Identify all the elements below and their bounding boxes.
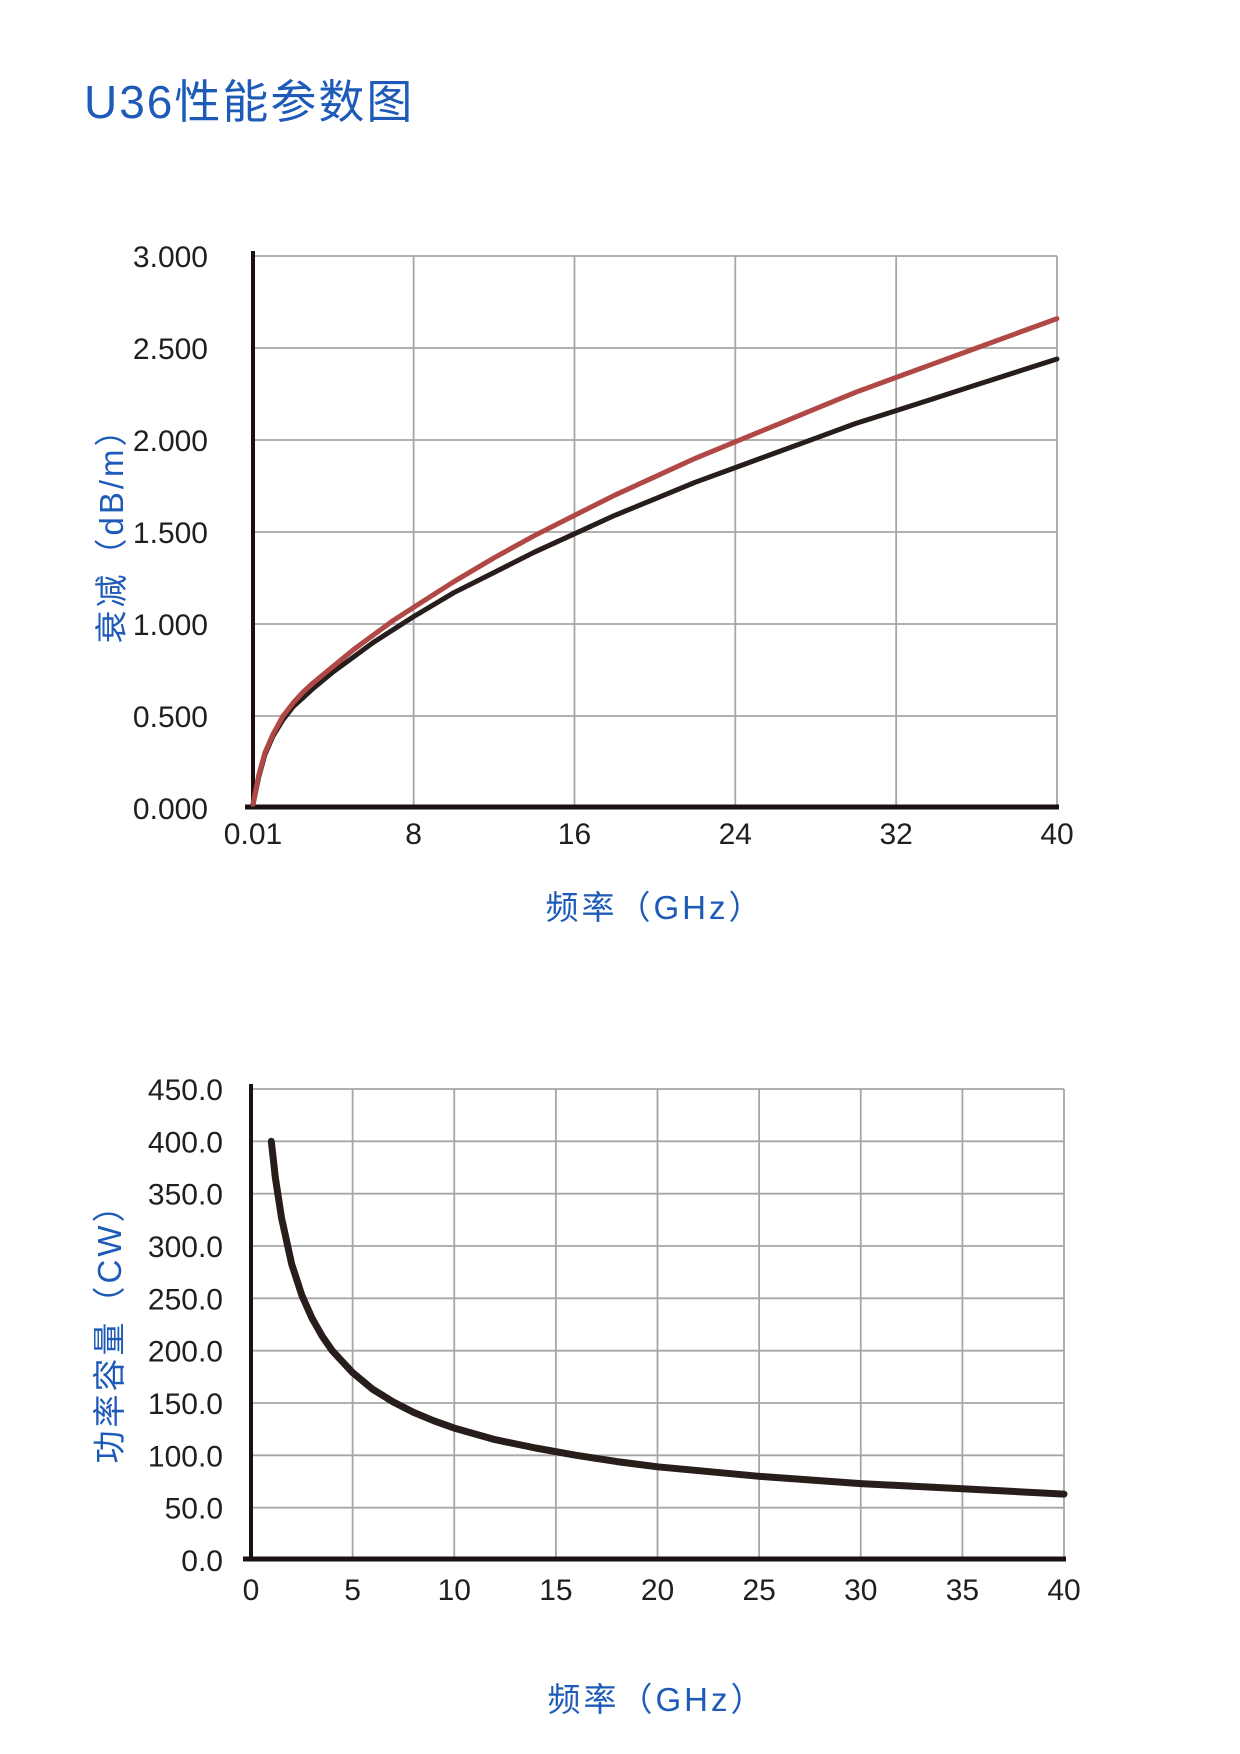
svg-text:35: 35 — [946, 1574, 979, 1607]
svg-text:20: 20 — [641, 1574, 674, 1607]
attenuation-chart-axes — [245, 251, 1059, 810]
svg-text:2.000: 2.000 — [133, 425, 208, 458]
page-title: U36性能参数图 — [84, 76, 415, 128]
svg-text:16: 16 — [558, 818, 591, 851]
attenuation-x-axis-title: 频率（GHz） — [545, 889, 765, 926]
svg-text:24: 24 — [719, 818, 752, 851]
svg-text:450.0: 450.0 — [148, 1074, 223, 1107]
power-capacity-chart-tick-labels: 0.050.0100.0150.0200.0250.0300.0350.0400… — [148, 1074, 1081, 1607]
attenuation-chart-gridlines — [253, 255, 1058, 808]
svg-text:32: 32 — [879, 818, 912, 851]
svg-text:10: 10 — [438, 1574, 471, 1607]
svg-text:30: 30 — [844, 1574, 877, 1607]
svg-text:50.0: 50.0 — [165, 1493, 223, 1526]
svg-text:100.0: 100.0 — [148, 1440, 223, 1473]
svg-text:0.000: 0.000 — [133, 793, 208, 826]
svg-text:1.500: 1.500 — [133, 517, 208, 550]
attenuation-chart: 0.000 0.500 1.000 1.500 2.000 2.500 3.000 0.01 8… — [133, 241, 1074, 851]
svg-text:40: 40 — [1040, 818, 1073, 851]
svg-text:250.0: 250.0 — [148, 1283, 223, 1316]
svg-text:0.500: 0.500 — [133, 701, 208, 734]
svg-text:8: 8 — [405, 818, 422, 851]
svg-text:1.000: 1.000 — [133, 609, 208, 642]
attenuation-chart-tick-labels: 0.000 0.500 1.000 1.500 2.000 2.500 3.000 0.01 8… — [133, 241, 1074, 851]
svg-text:150.0: 150.0 — [148, 1388, 223, 1421]
svg-text:0: 0 — [243, 1574, 260, 1607]
svg-text:400.0: 400.0 — [148, 1126, 223, 1159]
svg-text:2.500: 2.500 — [133, 333, 208, 366]
power-capacity-series — [267, 1137, 1068, 1498]
svg-text:0.0: 0.0 — [181, 1545, 223, 1578]
power-capacity-chart-gridlines — [251, 1088, 1065, 1560]
svg-text:40: 40 — [1047, 1574, 1080, 1607]
power-x-axis-title: 频率（GHz） — [547, 1681, 767, 1718]
attenuation-red-series — [250, 316, 1060, 807]
power-capacity-chart: 0.050.0100.0150.0200.0250.0300.0350.0400… — [148, 1074, 1081, 1607]
svg-text:5: 5 — [344, 1574, 361, 1607]
svg-text:25: 25 — [742, 1574, 775, 1607]
svg-text:0.01: 0.01 — [224, 818, 282, 851]
svg-text:200.0: 200.0 — [148, 1336, 223, 1369]
svg-text:15: 15 — [539, 1574, 572, 1607]
power-capacity-chart-axes — [243, 1084, 1066, 1562]
svg-text:300.0: 300.0 — [148, 1231, 223, 1264]
attenuation-black-series — [250, 356, 1060, 807]
svg-text:3.000: 3.000 — [133, 241, 208, 274]
svg-text:350.0: 350.0 — [148, 1179, 223, 1212]
